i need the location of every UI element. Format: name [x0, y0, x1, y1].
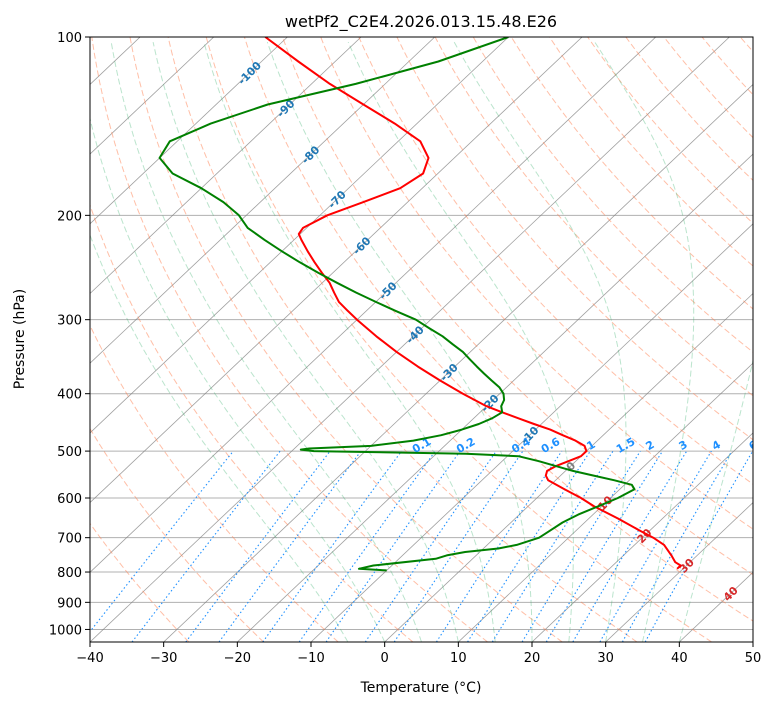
- background-lines: [0, 37, 753, 642]
- mixing-ratio-label: 1.5: [614, 435, 637, 456]
- x-tick-label: −20: [224, 651, 251, 666]
- y-tick-label: 500: [57, 445, 82, 460]
- mixing-ratio-label: 0.6: [539, 435, 563, 456]
- y-axis-label: Pressure (hPa): [12, 289, 28, 389]
- dry-adiabat-line: [90, 427, 264, 642]
- y-axis: 100 200 300 400 500 600 700 800 900 1000: [49, 31, 90, 638]
- chart-title: wetPf2_C2E4.2026.013.15.48.E26: [285, 12, 557, 32]
- isotherm-line: [384, 292, 753, 642]
- dry-adiabat-line: [358, 37, 753, 485]
- dry-adiabat-line: [282, 37, 753, 576]
- dry-adiabat-line: [91, 37, 488, 642]
- dry-adiabat-line: [90, 324, 339, 642]
- mixing-ratio-line: [90, 450, 234, 633]
- mixing-ratio-line: [435, 450, 563, 642]
- x-axis-label: Temperature (°C): [360, 680, 482, 696]
- mixing-ratio-line: [599, 450, 712, 642]
- mixing-ratio-line: [644, 450, 753, 642]
- isotherm-line: [90, 37, 583, 504]
- isotherm-line: [90, 37, 509, 434]
- x-tick-label: −40: [76, 651, 103, 666]
- dry-adiabat-line: [205, 37, 712, 642]
- y-tick-label: 900: [57, 596, 82, 611]
- moist-adiabat-line: [594, 41, 695, 642]
- isotherm-line: [310, 223, 753, 642]
- dry-adiabat-line: [739, 37, 753, 53]
- mixing-ratio-line: [262, 450, 403, 642]
- plot-frame: [89, 36, 754, 643]
- isotherm-line: [752, 641, 753, 642]
- x-tick-label: −30: [150, 651, 177, 666]
- x-tick-label: 10: [450, 651, 467, 666]
- sounding-traces: [158, 37, 682, 572]
- dewpoint-trace: [158, 37, 636, 572]
- dry-adiabat-line: [587, 37, 753, 224]
- isotherm-line: [605, 502, 753, 642]
- moist-adiabat-line: [110, 42, 422, 642]
- dry-adiabat-line: [90, 522, 190, 642]
- dry-adiabat-line: [510, 37, 753, 310]
- dry-adiabat-line: [549, 37, 753, 267]
- isotherm-line: [163, 83, 753, 642]
- dry-adiabat-line: [472, 37, 753, 353]
- mixing-ratio-line: [491, 450, 614, 642]
- isotherm-line: [90, 37, 215, 155]
- dry-adiabat-line: [701, 37, 753, 96]
- x-tick-label: −10: [297, 651, 324, 666]
- y-tick-label: 1000: [49, 623, 82, 638]
- moist-adiabat-line: [678, 358, 753, 642]
- mixing-ratio-line: [298, 450, 436, 642]
- mixing-ratio-line: [218, 450, 362, 642]
- dry-adiabat-line: [243, 37, 753, 622]
- dry-adiabat-line: [90, 203, 414, 642]
- mixing-ratio-label: 6: [747, 438, 760, 453]
- isotherm-line: [679, 571, 753, 642]
- isotherm-line: [90, 37, 730, 642]
- mixing-ratio-line: [364, 450, 497, 642]
- moist-adiabat-line: [152, 41, 459, 642]
- y-tick-label: 300: [57, 314, 82, 329]
- mixing-ratio-line: [521, 450, 641, 642]
- y-tick-label: 400: [57, 388, 82, 403]
- temperature-trace: [264, 37, 682, 570]
- y-tick-label: 200: [57, 209, 82, 224]
- x-tick-label: 30: [597, 651, 614, 666]
- y-tick-label: 800: [57, 566, 82, 581]
- x-tick-label: 20: [524, 651, 541, 666]
- isotherm-line: [90, 37, 362, 295]
- dry-adiabat-line: [396, 37, 753, 441]
- dry-adiabat-line: [129, 37, 563, 642]
- x-axis: −40 −30 −20 −10 0 10 20 30 40 50: [76, 642, 761, 666]
- mixing-ratio-line: [545, 450, 663, 642]
- dry-adiabat-line: [434, 37, 753, 397]
- x-tick-label: 50: [745, 651, 762, 666]
- x-tick-label: 0: [381, 651, 389, 666]
- moist-adiabat-line: [203, 41, 496, 642]
- moist-adiabat-line: [90, 233, 349, 642]
- dry-adiabat-line: [320, 37, 753, 530]
- isotherm-line: [458, 362, 753, 642]
- dry-adiabat-line: [663, 37, 753, 139]
- isotherm-line: [90, 37, 657, 573]
- isotherm-line: [90, 37, 436, 364]
- dry-adiabat-line: [167, 37, 638, 642]
- x-tick-label: 40: [671, 651, 688, 666]
- y-tick-label: 600: [57, 492, 82, 507]
- isotherm-line: [0, 37, 66, 642]
- mixing-ratio-line: [572, 450, 688, 642]
- moist-adiabat-line: [266, 41, 533, 642]
- moist-adiabat-line: [347, 41, 574, 642]
- isotherm-line: [531, 432, 753, 642]
- y-tick-label: 100: [57, 31, 82, 46]
- mixing-ratio-line: [467, 450, 591, 642]
- isotherm-line: [237, 153, 753, 642]
- mixing-ratio-line: [131, 450, 281, 642]
- mixing-ratio-line: [621, 450, 733, 642]
- y-tick-label: 700: [57, 532, 82, 547]
- isotherm-line: [90, 37, 288, 225]
- moist-adiabat-line: [90, 116, 386, 642]
- mixing-ratio-line: [325, 450, 461, 642]
- moist-adiabat-line: [453, 41, 627, 642]
